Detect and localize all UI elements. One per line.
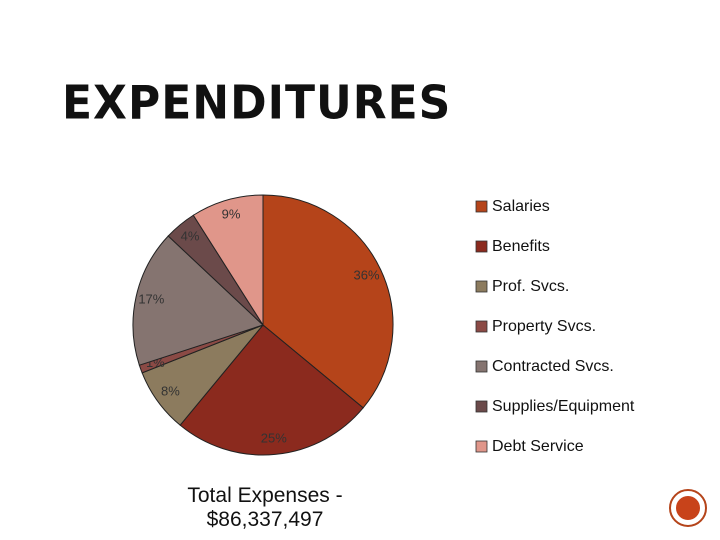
data-label: 17%	[138, 291, 164, 306]
legend-label: Supplies/Equipment	[492, 398, 635, 415]
legend-label: Benefits	[492, 238, 550, 255]
legend-swatch	[475, 440, 488, 453]
pie-slice	[262, 194, 394, 409]
pie-slice	[132, 235, 264, 366]
legend-swatch	[475, 200, 488, 213]
legend-label: Contracted Svcs.	[492, 358, 614, 375]
data-label: 36%	[353, 268, 379, 283]
data-label: 8%	[161, 384, 180, 399]
pie-slice	[192, 194, 264, 327]
legend-label: Property Svcs.	[492, 318, 596, 335]
legend-swatch	[475, 360, 488, 373]
pie-slice	[179, 324, 364, 456]
legend-label: Prof. Svcs.	[492, 278, 569, 295]
legend-swatch	[475, 400, 488, 413]
legend-swatch	[475, 240, 488, 253]
legend-swatch	[475, 280, 488, 293]
chart-title: EXPENDITURES	[62, 76, 452, 131]
legend-label: Salaries	[492, 198, 550, 215]
legend-swatch	[475, 320, 488, 333]
data-label: 25%	[261, 430, 287, 445]
legend-label: Debt Service	[492, 438, 584, 455]
nav-icon	[669, 489, 707, 527]
data-label: 9%	[222, 207, 241, 222]
chart-subtitle: Total Expenses - $86,337,497	[187, 484, 343, 531]
data-label: 4%	[181, 228, 200, 243]
